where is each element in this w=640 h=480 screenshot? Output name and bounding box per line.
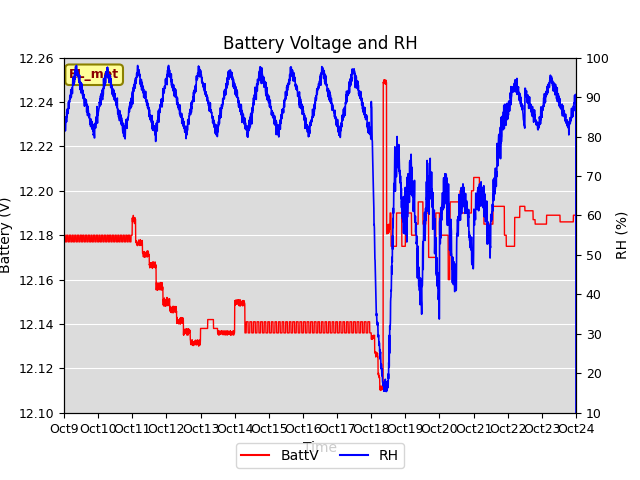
Text: EL_met: EL_met [69,68,119,81]
Line: RH: RH [64,65,576,452]
RH [60,126,68,132]
RH [149,120,157,125]
BattV [563,219,570,225]
BattV [118,239,126,245]
RH [257,68,264,73]
X-axis label: Time: Time [303,441,337,455]
BattV [572,212,580,218]
Line: BattV: BattV [64,80,576,390]
BattV [381,77,388,83]
Title: Battery Voltage and RH: Battery Voltage and RH [223,35,417,53]
BattV [60,239,68,245]
BattV [257,330,264,336]
RH [279,109,287,115]
BattV [149,260,157,265]
BattV [508,243,515,249]
Y-axis label: Battery (V): Battery (V) [0,197,13,274]
BattV [278,319,286,324]
RH [507,84,515,89]
RH [72,62,80,68]
RH [563,119,570,125]
BattV [377,387,385,393]
Legend: BattV, RH: BattV, RH [236,443,404,468]
RH [572,449,580,455]
Y-axis label: RH (%): RH (%) [615,211,629,259]
RH [118,126,126,132]
